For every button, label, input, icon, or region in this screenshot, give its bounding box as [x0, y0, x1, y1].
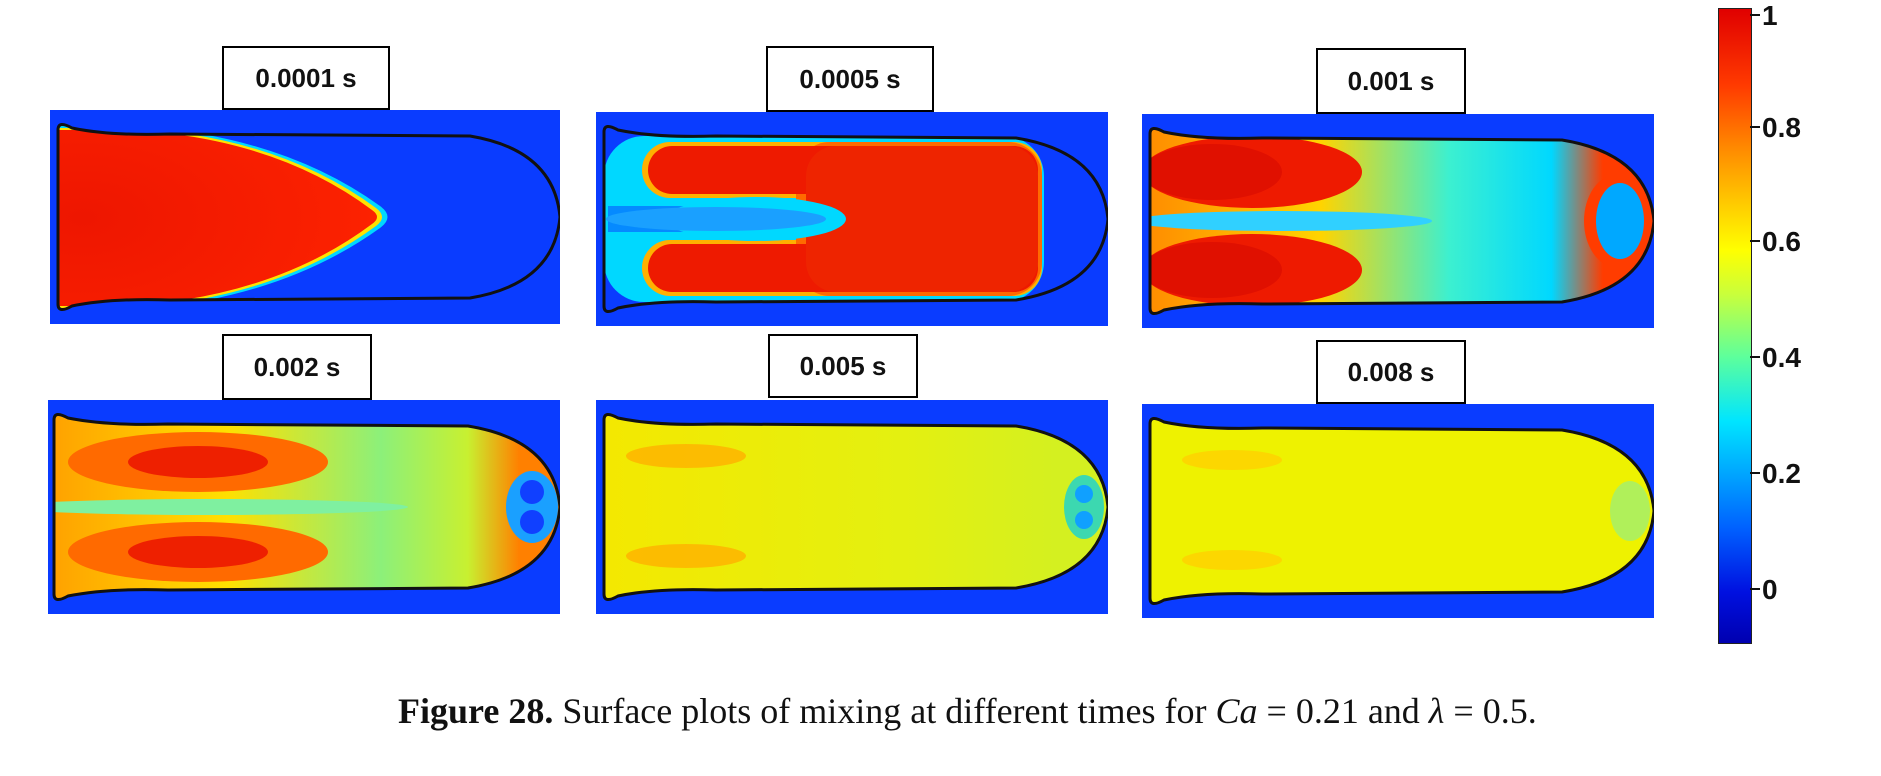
mixing-surface-plot [596, 400, 1108, 614]
colorbar-tick [1750, 126, 1760, 128]
mixing-surface-plot [1142, 114, 1654, 328]
caption-variable-lambda: λ [1428, 691, 1445, 731]
figure-label: Figure 28. [398, 691, 554, 731]
time-label-4: 0.002 s [222, 334, 372, 400]
plot-panel-1 [50, 110, 560, 324]
mixing-surface-plot [48, 400, 560, 614]
caption-variable-ca: Ca [1215, 691, 1258, 731]
plot-panel-2 [596, 112, 1108, 326]
figure-caption: Figure 28. Surface plots of mixing at di… [398, 690, 1537, 732]
colorbar [1718, 8, 1752, 644]
caption-equation: = 0.21 and [1257, 691, 1429, 731]
colorbar-tick-label: 0.4 [1762, 342, 1801, 373]
plot-panel-6 [1142, 404, 1654, 618]
plot-panel-5 [596, 400, 1108, 614]
colorbar-tick-label: 1 [1762, 0, 1778, 31]
mixing-surface-plot [1142, 404, 1654, 618]
plot-panel-4 [48, 400, 560, 614]
mixing-surface-plot [50, 110, 560, 324]
time-label-3: 0.001 s [1316, 48, 1466, 114]
colorbar-tick-label: 0.8 [1762, 112, 1801, 143]
time-label-5: 0.005 s [768, 334, 918, 398]
colorbar-tick-label: 0.6 [1762, 226, 1801, 257]
time-label-2: 0.0005 s [766, 46, 934, 112]
colorbar-tick-label: 0.2 [1762, 458, 1801, 489]
mixing-surface-plot [596, 112, 1108, 326]
plot-panel-3 [1142, 114, 1654, 328]
colorbar-tick-label: 0 [1762, 574, 1778, 605]
colorbar-tick [1750, 240, 1760, 242]
time-label-1: 0.0001 s [222, 46, 390, 110]
colorbar-tick [1750, 356, 1760, 358]
colorbar-tick [1750, 588, 1760, 590]
caption-text: Surface plots of mixing at different tim… [553, 691, 1216, 731]
caption-equation: = 0.5. [1444, 691, 1537, 731]
time-label-6: 0.008 s [1316, 340, 1466, 404]
colorbar-tick [1750, 472, 1760, 474]
colorbar-tick [1750, 14, 1760, 16]
